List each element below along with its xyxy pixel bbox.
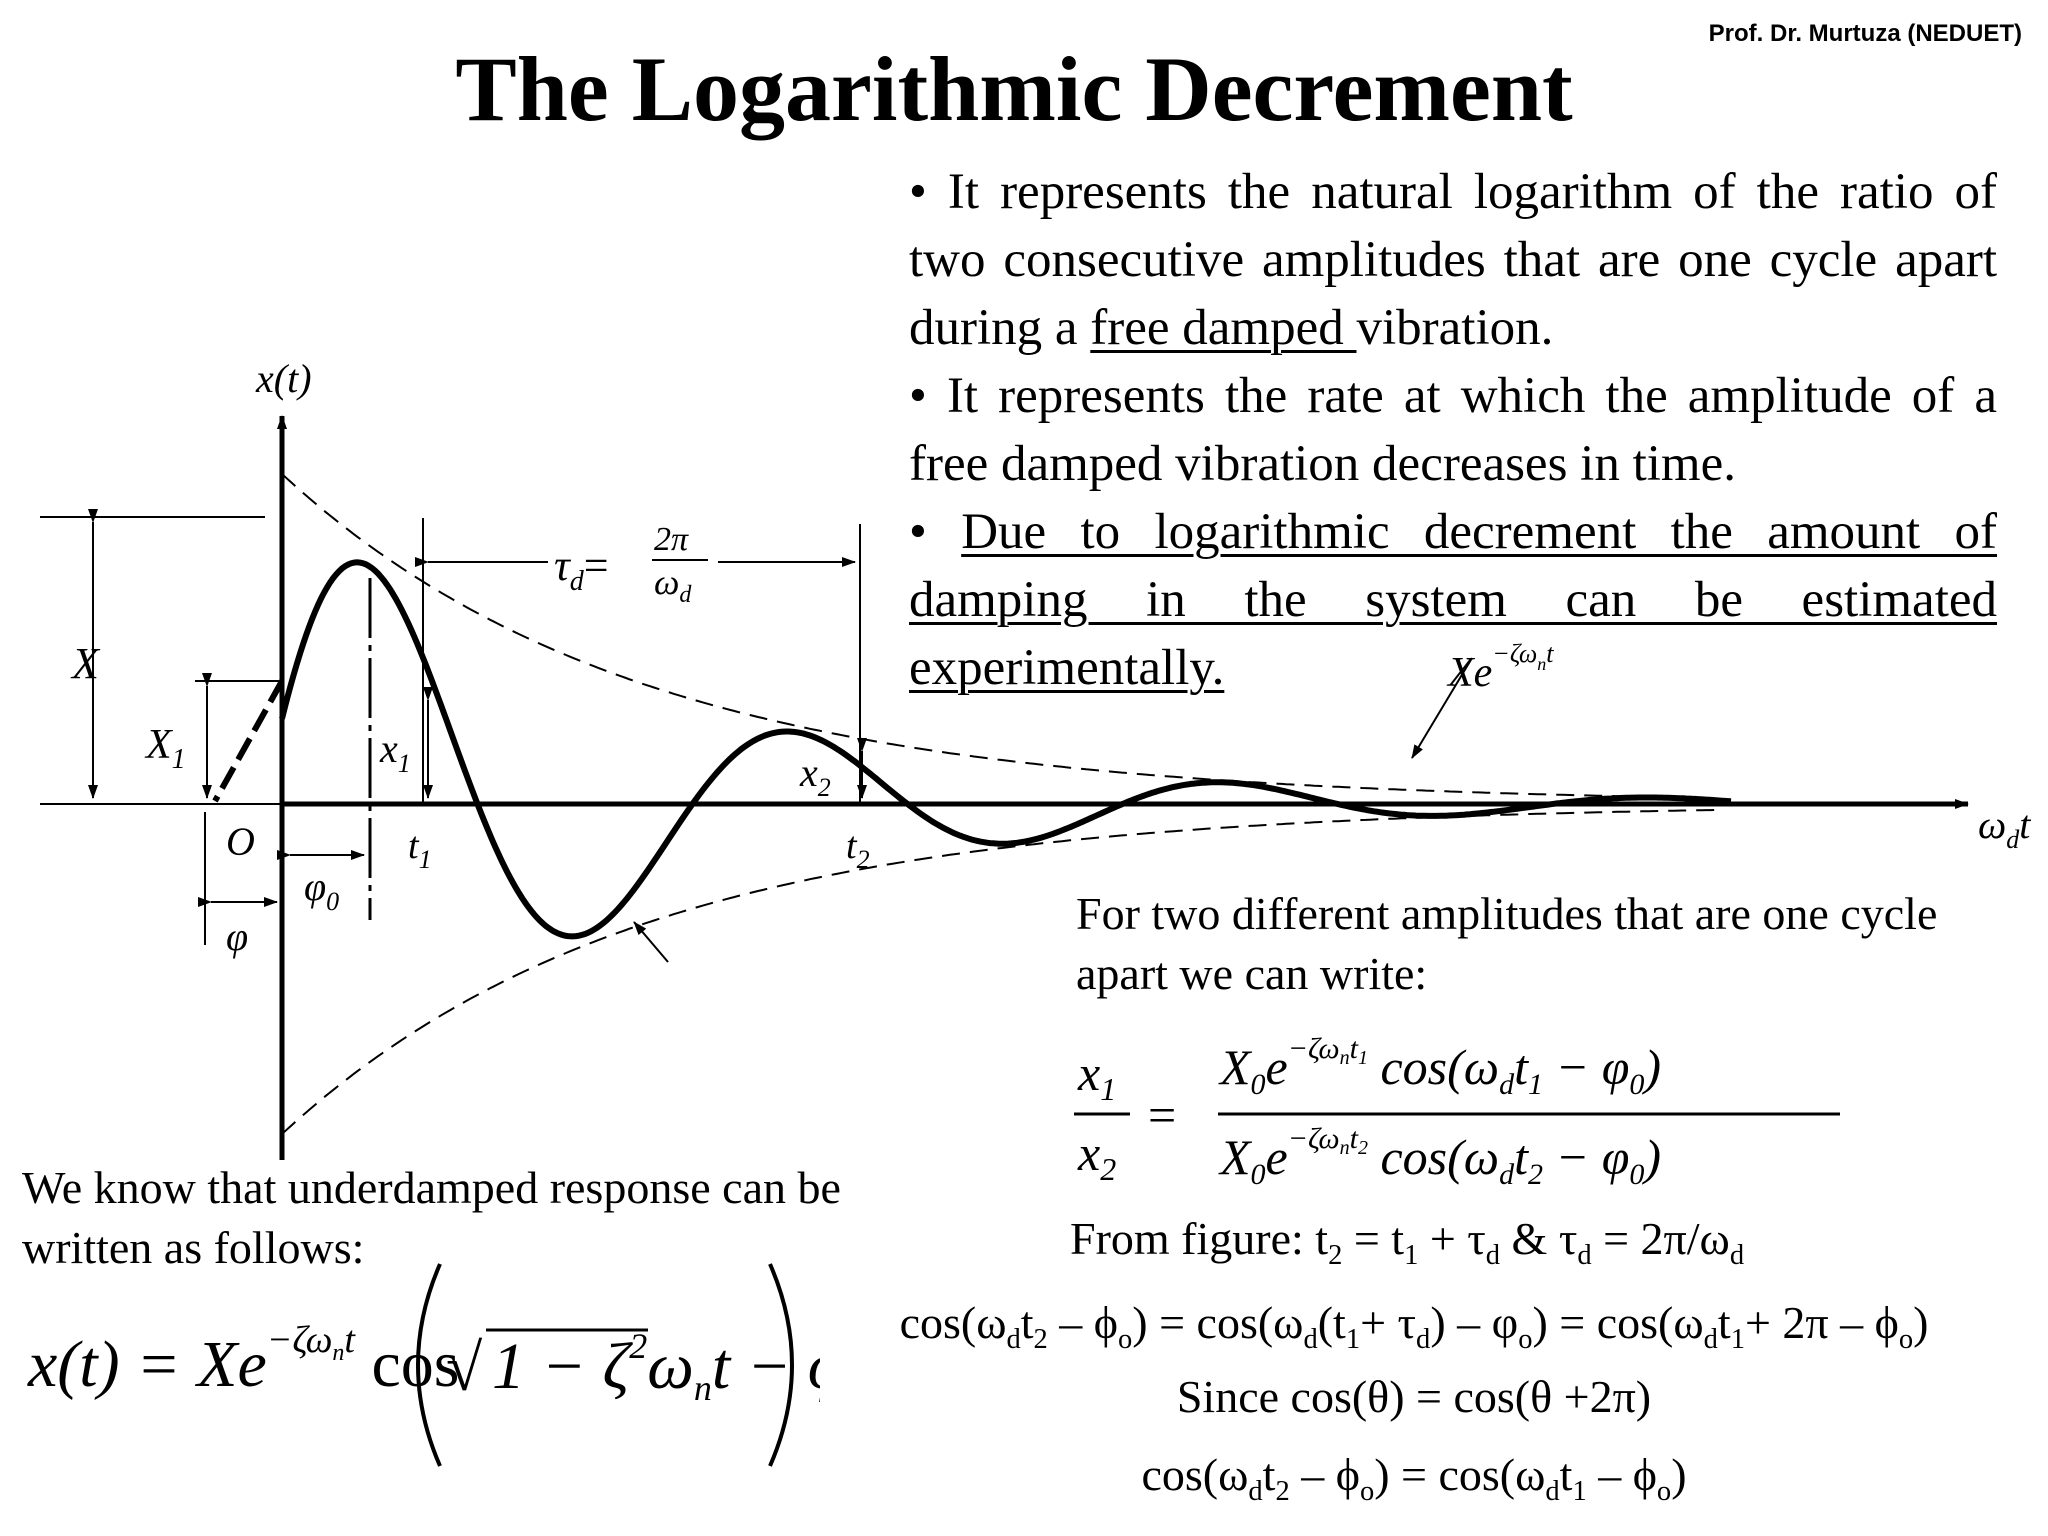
tau-2pi: 2π [654, 521, 689, 558]
attribution: Prof. Dr. Murtuza (NEDUET) [1708, 20, 2022, 47]
slide-title: The Logarithmic Decrement [455, 38, 1573, 140]
tau-label: τd= [554, 541, 609, 597]
x1-label: x1 [379, 726, 411, 778]
left-intro: We know that underdamped response can be… [22, 1162, 841, 1273]
response-curve [279, 559, 1732, 940]
X1-label: X1 [144, 722, 186, 775]
t2-label: t2 [846, 825, 870, 874]
cos-identity-line-1: cos(ωdt2 – ϕo) = cos(ωd(t1+ τd) – φo) = … [899, 1297, 1929, 1355]
upper-envelope [281, 473, 1719, 800]
svg-text:√: √ [446, 1332, 483, 1405]
svg-text:X0e−ζωnt2 cos(ωdt2 − φ0): X0e−ζωnt2 cos(ωdt2 − φ0) [1218, 1122, 1661, 1191]
bullet-3: • Due to logarithmic decrement the amoun… [909, 504, 1998, 696]
origin-label: O [226, 819, 255, 864]
envelope-pointer [1168, 670, 1410, 758]
tau-omega-d: ωd [654, 562, 692, 608]
phi0-label: φ0 [304, 864, 339, 916]
envelope-label: Xe−ζωnt [1446, 639, 1554, 696]
label-pointer [1411, 657, 1473, 759]
svg-text:X0e−ζωnt1 cos(ωdt1 − φ0): X0e−ζωnt1 cos(ωdt1 − φ0) [1218, 1032, 1661, 1101]
svg-text:1 − ζ2ωnt − φ: 1 − ζ2ωnt − φ [492, 1326, 820, 1408]
svg-text:=: = [1148, 1087, 1176, 1143]
initial-dash [212, 679, 285, 803]
t1-label: t1 [408, 825, 432, 874]
bullet-1: • It represents the natural logarithm of… [909, 164, 1997, 356]
response-equation: x(t) = Xe−ζωnt cos √ 1 − ζ2ωnt − φ [27, 1263, 820, 1467]
since-line: Since cos(θ) = cos(θ +2π) [1176, 1371, 1652, 1422]
right-intro: For two different amplitudes that are on… [1076, 888, 1938, 999]
amplitude-ratio-equation: x1 x2 = X0e−ζωnt1 cos(ωdt1 − φ0) X0e−ζωn… [1074, 1032, 1840, 1191]
phi-label: φ [226, 914, 248, 959]
svg-text:x1: x1 [1077, 1045, 1116, 1107]
x-axis-label: ωdt [1978, 802, 2031, 854]
x2-label: x2 [799, 750, 831, 802]
bullet-list: • It represents the natural logarithm of… [909, 158, 1997, 702]
X-label: X [70, 639, 101, 688]
svg-text:x2: x2 [1077, 1125, 1116, 1187]
cos-identity-line-2: cos(ωdt2 – ϕo) = cos(ωdt1 – ϕo) [1141, 1449, 1687, 1507]
from-figure-line: From figure: t2 = t1 + τd & τd = 2π/ωd [1070, 1213, 1745, 1271]
svg-text:x(t) = Xe−ζωnt cos: x(t) = Xe−ζωnt cos [27, 1319, 459, 1401]
y-axis-label: x(t) [255, 356, 312, 401]
bullet-2: • It represents the rate at which the am… [909, 368, 1997, 492]
curve-pointer [633, 921, 669, 963]
